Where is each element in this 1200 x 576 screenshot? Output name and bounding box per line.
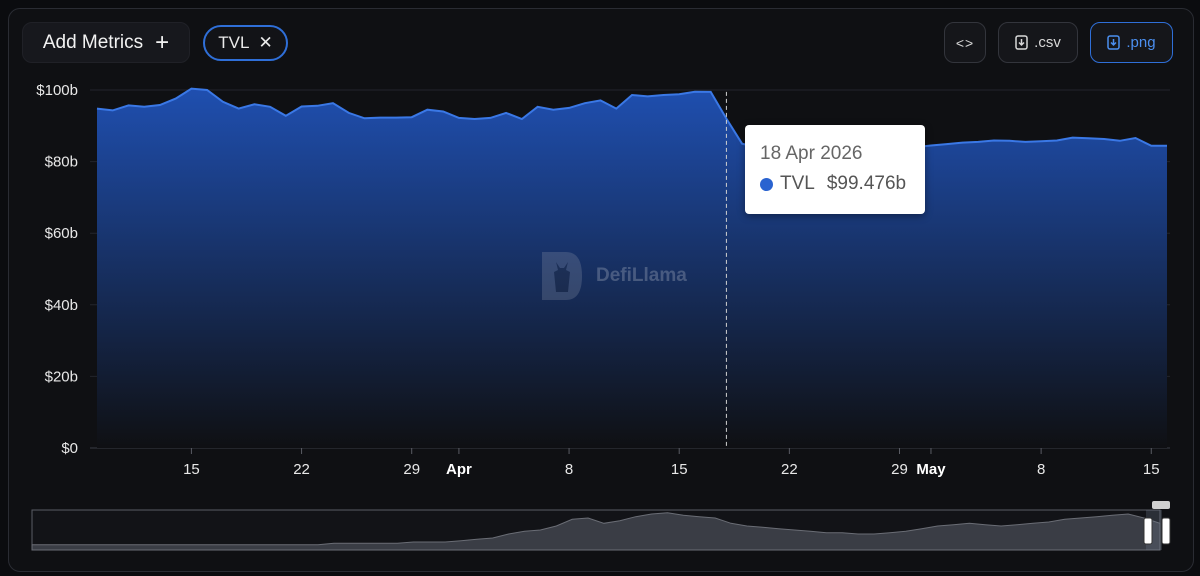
navigator-drag-grip[interactable] <box>1152 501 1170 509</box>
x-tick-label: 15 <box>671 461 688 478</box>
x-tick-label: 8 <box>1037 461 1045 478</box>
range-navigator[interactable] <box>31 501 1171 551</box>
code-icon: <> <box>955 34 975 51</box>
embed-button[interactable]: <> <box>944 22 986 63</box>
watermark-text: DefiLlama <box>596 265 687 286</box>
x-tick-label: 8 <box>565 461 573 478</box>
series-color-dot <box>760 177 773 191</box>
defillama-watermark: DefiLlama <box>538 248 687 304</box>
x-tick-label: 15 <box>1143 461 1160 478</box>
x-tick-label: 22 <box>293 461 310 478</box>
llama-logo-icon <box>542 252 582 300</box>
x-axis: 15 22 29 Apr 8 15 22 29 May 8 15 <box>90 447 1170 478</box>
navigator-handle[interactable] <box>1143 517 1153 545</box>
y-axis: $0 $20b $40b $60b $80b $100b <box>36 82 78 457</box>
y-tick-label: $100b <box>36 82 78 99</box>
csv-label: .csv <box>1034 34 1061 51</box>
tooltip-date: 18 Apr 2026 <box>760 143 863 164</box>
tooltip-series-name: TVL <box>780 173 815 194</box>
x-tick-label: 15 <box>183 461 200 478</box>
download-file-icon <box>1015 35 1028 50</box>
x-tick-label: Apr <box>446 461 472 478</box>
y-tick-label: $60b <box>45 225 78 242</box>
x-tick-label: 22 <box>781 461 798 478</box>
download-file-icon <box>1107 35 1121 50</box>
tooltip-value: $99.476b <box>826 173 907 194</box>
y-tick-label: $80b <box>45 154 78 171</box>
y-tick-label: $20b <box>45 368 78 385</box>
x-tick-label: May <box>916 461 946 478</box>
add-metrics-button[interactable]: Add Metrics + <box>22 22 190 63</box>
tvl-chip-label: TVL <box>218 33 250 52</box>
navigator-handle[interactable] <box>1161 517 1171 545</box>
y-tick-label: $0 <box>61 440 78 457</box>
x-tick-label: 29 <box>891 461 908 478</box>
plus-icon: + <box>155 28 170 56</box>
close-icon[interactable]: ✕ <box>258 33 273 52</box>
png-label: .png <box>1126 34 1156 51</box>
add-metrics-label: Add Metrics <box>42 31 144 53</box>
chart-tooltip: 18 Apr 2026 TVL $99.476b <box>745 125 925 214</box>
tvl-metric-chip[interactable]: TVL ✕ <box>203 25 288 61</box>
navigator-area <box>31 512 1161 551</box>
download-png-button[interactable]: .png <box>1090 22 1173 63</box>
download-csv-button[interactable]: .csv <box>998 22 1078 63</box>
y-tick-label: $40b <box>45 297 78 314</box>
tvl-line <box>96 87 1167 149</box>
x-tick-label: 29 <box>403 461 420 478</box>
